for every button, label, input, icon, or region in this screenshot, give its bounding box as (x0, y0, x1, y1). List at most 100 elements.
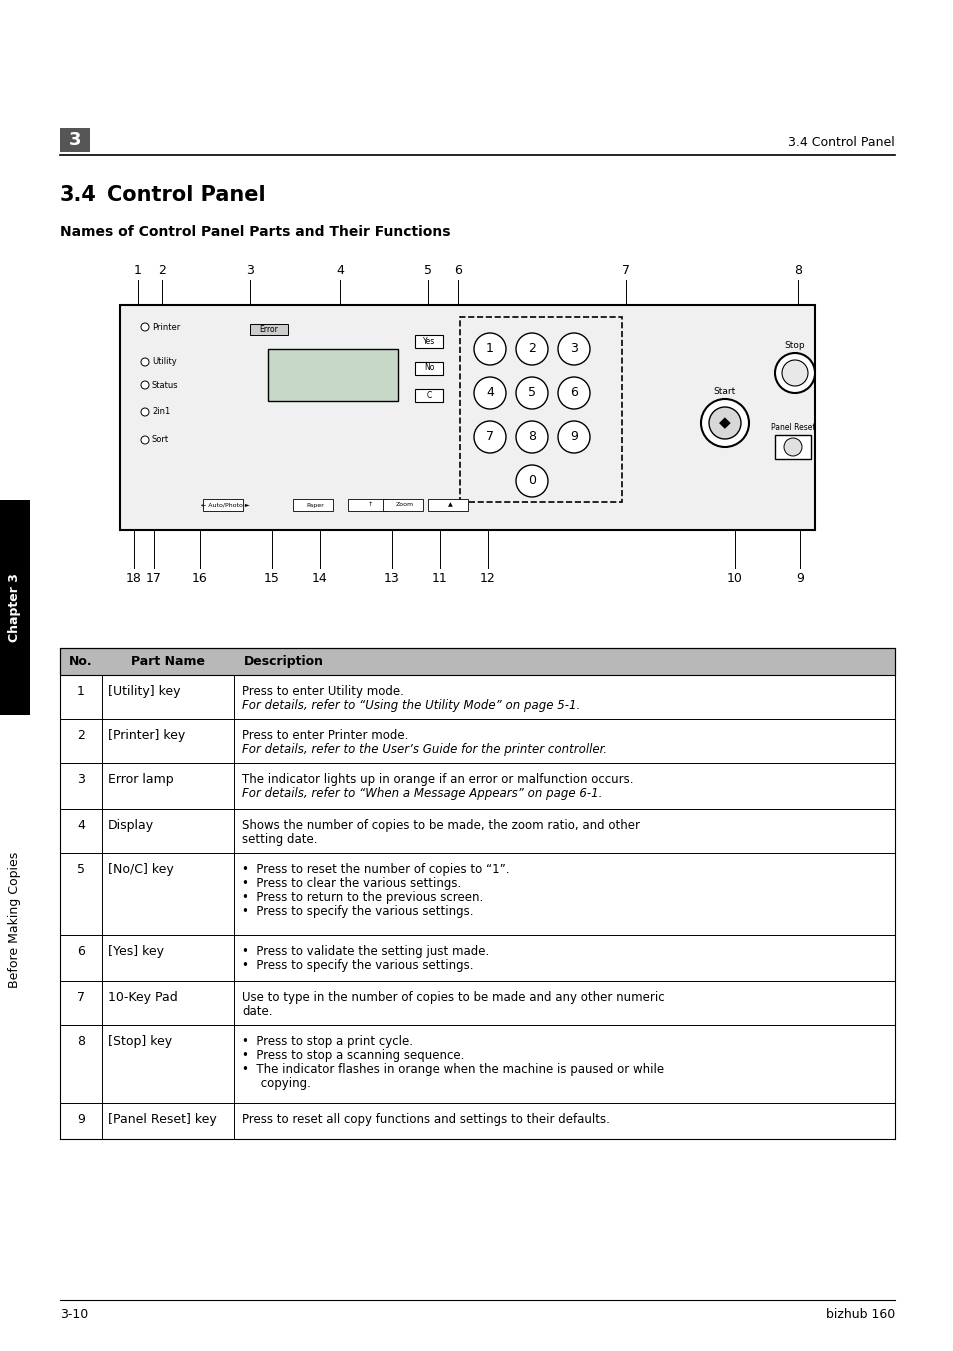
Text: 6: 6 (454, 263, 461, 277)
Text: •  Press to stop a print cycle.: • Press to stop a print cycle. (242, 1035, 413, 1048)
Bar (60, 648, 894, 676)
Circle shape (474, 332, 505, 365)
Text: Start: Start (713, 386, 736, 396)
Bar (60, 1025, 894, 1102)
Text: setting date.: setting date. (242, 834, 317, 846)
Text: 2: 2 (158, 263, 166, 277)
Bar (60, 981, 894, 1025)
Bar (293, 499, 333, 511)
Circle shape (141, 358, 149, 366)
Text: For details, refer to “When a Message Appears” on page 6-1.: For details, refer to “When a Message Ap… (242, 788, 601, 800)
Circle shape (774, 353, 814, 393)
Bar (60, 809, 894, 852)
Text: Yes: Yes (422, 336, 435, 346)
Text: Chapter 3: Chapter 3 (9, 574, 22, 643)
Bar (60, 935, 894, 981)
Text: 3-10: 3-10 (60, 1309, 89, 1321)
Text: 7: 7 (621, 263, 629, 277)
Bar (415, 389, 442, 403)
Circle shape (516, 377, 547, 409)
Text: 7: 7 (485, 431, 494, 443)
Bar (348, 499, 388, 511)
Text: 9: 9 (795, 571, 803, 585)
Text: Use to type in the number of copies to be made and any other numeric: Use to type in the number of copies to b… (242, 992, 664, 1004)
Circle shape (558, 377, 589, 409)
Text: Stop: Stop (784, 340, 804, 350)
Text: •  Press to clear the various settings.: • Press to clear the various settings. (242, 877, 460, 890)
Text: bizhub 160: bizhub 160 (825, 1309, 894, 1321)
Text: 8: 8 (527, 431, 536, 443)
Text: 4: 4 (485, 386, 494, 400)
Text: Press to enter Utility mode.: Press to enter Utility mode. (242, 685, 403, 698)
Text: Panel Reset: Panel Reset (770, 423, 815, 431)
Text: Printer: Printer (152, 323, 180, 331)
Text: 3: 3 (77, 773, 85, 786)
Text: Display: Display (108, 819, 154, 832)
Text: [Panel Reset] key: [Panel Reset] key (108, 1113, 216, 1125)
Text: Names of Control Panel Parts and Their Functions: Names of Control Panel Parts and Their F… (60, 226, 450, 239)
Text: Description: Description (244, 655, 324, 667)
Bar (60, 852, 894, 935)
Bar (60, 128, 90, 153)
Text: No.: No. (70, 655, 92, 667)
Text: 2: 2 (528, 343, 536, 355)
Text: For details, refer to “Using the Utility Mode” on page 5-1.: For details, refer to “Using the Utility… (242, 698, 579, 712)
Circle shape (474, 377, 505, 409)
Bar (60, 719, 894, 763)
Circle shape (516, 332, 547, 365)
Text: copying.: copying. (242, 1077, 311, 1090)
Text: 6: 6 (77, 944, 85, 958)
Text: 4: 4 (77, 819, 85, 832)
Text: 1: 1 (134, 263, 142, 277)
Text: Part Name: Part Name (131, 655, 205, 667)
Bar (60, 763, 894, 809)
Circle shape (516, 465, 547, 497)
Text: 3: 3 (69, 131, 81, 149)
Text: 14: 14 (312, 571, 328, 585)
Text: 10: 10 (726, 571, 742, 585)
Text: [Yes] key: [Yes] key (108, 944, 164, 958)
Text: C: C (426, 390, 431, 400)
Bar (428, 499, 468, 511)
Circle shape (516, 422, 547, 453)
Bar (60, 676, 894, 719)
Text: 3: 3 (246, 263, 253, 277)
Text: [Stop] key: [Stop] key (108, 1035, 172, 1048)
Text: 12: 12 (479, 571, 496, 585)
Text: Press to reset all copy functions and settings to their defaults.: Press to reset all copy functions and se… (242, 1113, 609, 1125)
Text: 13: 13 (384, 571, 399, 585)
Text: Sort: Sort (152, 435, 169, 444)
Bar (0, 500, 30, 715)
Text: ▲: ▲ (447, 503, 452, 508)
Text: 16: 16 (192, 571, 208, 585)
Text: For details, refer to the User’s Guide for the printer controller.: For details, refer to the User’s Guide f… (242, 743, 606, 757)
Text: 11: 11 (432, 571, 447, 585)
Text: [No/C] key: [No/C] key (108, 863, 173, 875)
Text: •  Press to stop a scanning sequence.: • Press to stop a scanning sequence. (242, 1048, 464, 1062)
Text: date.: date. (242, 1005, 273, 1019)
Text: 5: 5 (527, 386, 536, 400)
Text: Press to enter Printer mode.: Press to enter Printer mode. (242, 730, 408, 742)
Text: •  Press to return to the previous screen.: • Press to return to the previous screen… (242, 892, 483, 904)
Text: Status: Status (152, 381, 178, 389)
Text: 15: 15 (264, 571, 279, 585)
Text: 8: 8 (77, 1035, 85, 1048)
Text: 5: 5 (423, 263, 432, 277)
Bar (203, 499, 243, 511)
Text: Error: Error (259, 324, 278, 334)
Text: Utility: Utility (152, 358, 176, 366)
Text: 9: 9 (570, 431, 578, 443)
Text: •  Press to specify the various settings.: • Press to specify the various settings. (242, 959, 473, 971)
Circle shape (558, 332, 589, 365)
Bar (459, 317, 621, 503)
Text: •  Press to validate the setting just made.: • Press to validate the setting just mad… (242, 944, 489, 958)
Text: 18: 18 (126, 571, 142, 585)
Bar (120, 305, 814, 530)
Text: 2: 2 (77, 730, 85, 742)
Bar (415, 362, 442, 376)
Text: 10-Key Pad: 10-Key Pad (108, 992, 177, 1004)
Text: •  Press to reset the number of copies to “1”.: • Press to reset the number of copies to… (242, 863, 509, 875)
Circle shape (781, 359, 807, 386)
Text: ← Auto/Photo ►: ← Auto/Photo ► (200, 503, 249, 508)
Circle shape (141, 436, 149, 444)
